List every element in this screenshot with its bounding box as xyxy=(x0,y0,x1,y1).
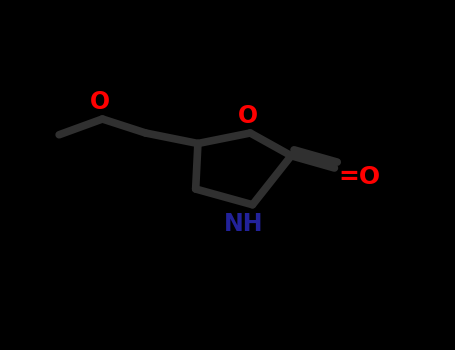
Text: NH: NH xyxy=(224,212,263,236)
Text: O: O xyxy=(238,104,258,128)
Text: =O: =O xyxy=(339,165,380,189)
Text: O: O xyxy=(90,90,110,114)
